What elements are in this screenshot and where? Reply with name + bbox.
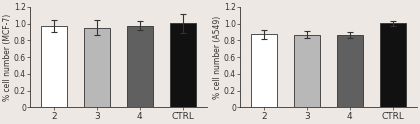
- Bar: [380, 23, 406, 107]
- Y-axis label: % cell number (A549): % cell number (A549): [213, 16, 223, 99]
- Bar: [251, 34, 277, 107]
- Bar: [294, 35, 320, 107]
- Y-axis label: % cell number (MCF-7): % cell number (MCF-7): [3, 14, 13, 101]
- Bar: [84, 28, 110, 107]
- Bar: [41, 26, 67, 107]
- Bar: [337, 35, 363, 107]
- Bar: [127, 26, 153, 107]
- Bar: [170, 23, 196, 107]
